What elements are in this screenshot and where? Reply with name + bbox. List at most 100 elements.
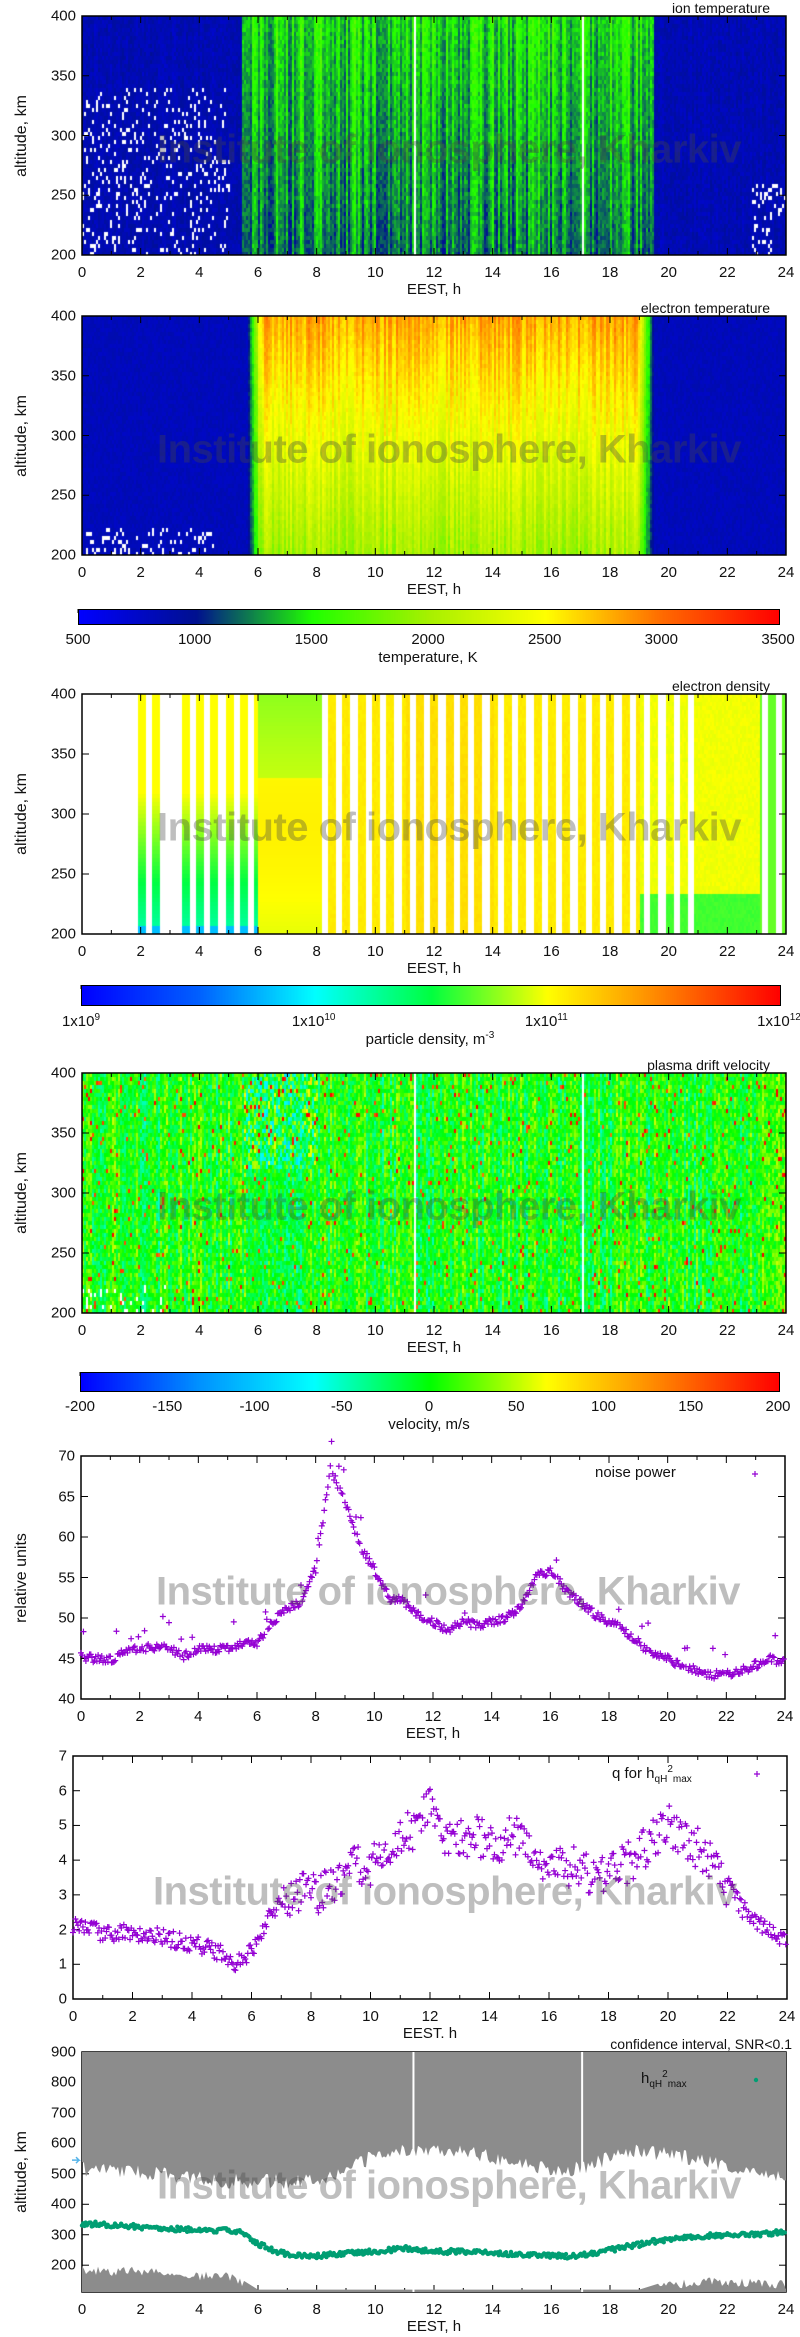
data-point: [729, 1672, 736, 1679]
data-point: [278, 1901, 285, 1908]
data-point: [554, 1871, 561, 1878]
data-point: [399, 1834, 406, 1841]
data-point: [432, 1623, 439, 1630]
data-point: [615, 1877, 622, 1884]
data-point: [590, 1859, 597, 1866]
data-point: [224, 1961, 231, 1968]
x-tick-label: 6: [247, 2008, 256, 2025]
data-point: [263, 1923, 270, 1930]
colorbar-label: particle density, m-3: [365, 1030, 495, 1048]
data-point: [667, 1655, 674, 1662]
data-point: [557, 1575, 564, 1582]
x-tick-label: 18: [601, 564, 619, 581]
data-point: [180, 1656, 187, 1663]
x-tick-label: 14: [481, 2008, 498, 2025]
x-tick-label: 12: [425, 564, 443, 581]
data-point: [250, 1950, 257, 1957]
data-point: [642, 1863, 649, 1870]
data-point: [316, 1902, 323, 1909]
data-point: [315, 1535, 322, 1542]
colorbar-tick-label: -150: [152, 1398, 183, 1415]
data-point: [512, 1851, 519, 1858]
data-point: [674, 1848, 681, 1855]
data-point: [782, 1941, 789, 1948]
data-point: [687, 1852, 694, 1859]
data-point: [557, 1845, 564, 1852]
data-point: [227, 1953, 234, 1960]
data-point: [187, 1934, 194, 1941]
x-tick-label: 8: [312, 943, 321, 960]
data-point: [320, 1519, 326, 1526]
data-point: [139, 1643, 146, 1650]
data-point: [154, 1924, 161, 1931]
x-tick-label: 12: [421, 2008, 439, 2025]
data-point: [362, 1874, 369, 1881]
data-point: [269, 2245, 274, 2250]
data-point: [105, 1924, 112, 1931]
y-tick-label: 400: [50, 1064, 76, 1082]
data-point: [208, 1939, 215, 1946]
data-point: [580, 1600, 587, 1607]
colorbar-tick-base: 1x10: [757, 1013, 790, 1030]
y-axis-label: altitude, km: [13, 1152, 30, 1234]
y-tick-label: 350: [50, 367, 76, 385]
data-point: [465, 1616, 472, 1623]
data-point: [190, 1937, 197, 1944]
data-point: [760, 1921, 767, 1928]
data-point: [365, 1868, 372, 1875]
x-tick-label: 0: [77, 943, 87, 960]
data-point: [107, 1653, 114, 1660]
data-point: [719, 1669, 726, 1676]
data-point: [156, 1645, 163, 1652]
data-point: [169, 1938, 176, 1945]
legend-label: noise power: [595, 1464, 676, 1481]
data-point: [318, 1522, 325, 1529]
y-tick-label: 60: [58, 1528, 75, 1546]
data-point: [100, 1925, 107, 1932]
data-point: [395, 1593, 402, 1600]
data-point: [76, 1927, 83, 1934]
data-point: [291, 1896, 298, 1903]
data-point: [464, 1853, 471, 1860]
data-point: [555, 2255, 560, 2260]
data-point: [159, 1941, 166, 1948]
y-axis-label: altitude, km: [13, 773, 30, 855]
y-tick-label: 400: [50, 2195, 76, 2213]
y-tick-label: 350: [50, 1124, 76, 1142]
data-point: [511, 1608, 518, 1615]
data-point: [683, 1822, 690, 1829]
data-point: [775, 1932, 782, 1939]
data-point: [182, 1935, 189, 1942]
data-point: [714, 1673, 721, 1680]
data-point: [570, 1843, 577, 1850]
data-point: [720, 1889, 727, 1896]
data-point: [321, 1507, 328, 1514]
y-tick-label: 55: [58, 1569, 75, 1586]
data-point: [433, 1806, 440, 1813]
data-point: [431, 1822, 438, 1829]
heatmap-canvas: [82, 1073, 786, 1313]
data-point: [205, 1937, 212, 1944]
data-point: [653, 1819, 660, 1826]
data-point: [639, 1623, 645, 1630]
data-point: [245, 1637, 252, 1644]
data-point: [389, 1848, 396, 1855]
data-point: [170, 1928, 177, 1935]
data-point: [553, 1847, 560, 1854]
x-tick-label: 8: [306, 2008, 316, 2025]
data-point: [453, 1841, 460, 1848]
data-point: [578, 1874, 585, 1881]
y-tick-label: 5: [58, 1816, 67, 1834]
data-point: [778, 1660, 785, 1667]
data-point: [725, 1875, 732, 1882]
data-point: [461, 1832, 468, 1839]
data-point: [658, 1815, 665, 1822]
data-point: [755, 1664, 762, 1671]
x-tick-label: 12: [425, 264, 443, 281]
data-point: [711, 1675, 718, 1682]
data-point: [663, 1834, 670, 1841]
x-tick-label: 10: [366, 943, 384, 960]
data-point: [563, 1857, 570, 1864]
data-point: [573, 1592, 579, 1599]
data-point: [499, 1612, 506, 1619]
